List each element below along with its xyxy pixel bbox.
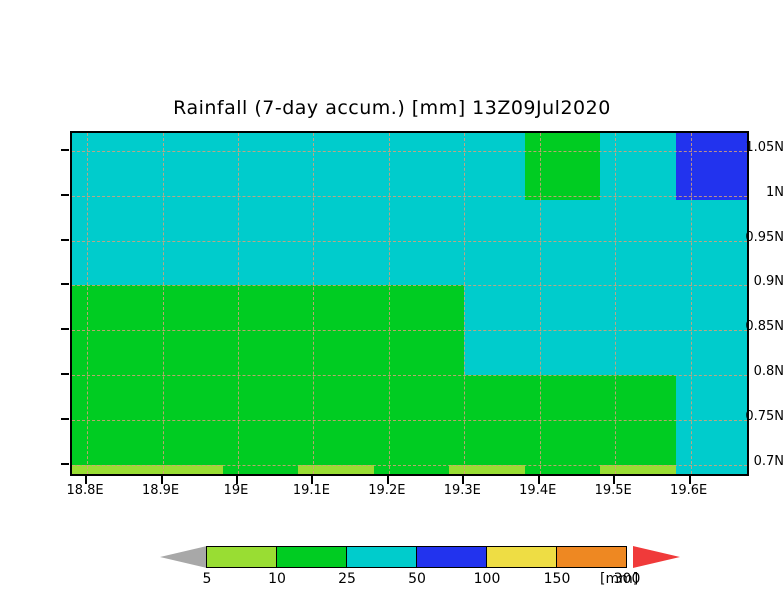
chart-title: Rainfall (7-day accum.) [mm] 13Z09Jul202… [173, 97, 611, 119]
y-tick-mark [61, 328, 69, 331]
heatmap-region [298, 464, 374, 474]
gridline-horizontal [72, 374, 747, 377]
y-tick-mark [61, 462, 69, 465]
gridline-horizontal [72, 240, 747, 243]
colorbar-tick-label: 50 [408, 571, 426, 587]
gridline-vertical [313, 133, 315, 474]
colorbar-segment [276, 546, 347, 568]
heatmap-canvas [72, 133, 747, 474]
colorbar-cap-low [160, 546, 207, 568]
x-tick-mark [85, 476, 88, 484]
gridline-vertical [162, 133, 165, 474]
y-tick-mark [61, 238, 69, 241]
x-tick-label: 19E [223, 483, 249, 498]
x-tick-label: 19.1E [292, 483, 330, 498]
gridline-horizontal [72, 195, 747, 198]
heatmap-region [675, 133, 747, 201]
heatmap-region [72, 464, 223, 474]
x-tick-mark [688, 476, 691, 484]
colorbar-tick-label: 100 [473, 571, 501, 587]
colorbar-segment [486, 546, 557, 568]
y-tick-label: 0.75N [745, 408, 784, 424]
gridline-horizontal [72, 419, 747, 422]
heatmap-region [449, 464, 525, 474]
gridline-vertical [615, 133, 617, 474]
colorbar-tick-label: 25 [338, 571, 356, 587]
gridline-vertical [237, 133, 240, 474]
colorbar-tick-label: 5 [202, 571, 212, 587]
x-tick-label: 19.4E [519, 483, 557, 498]
x-tick-mark [462, 476, 465, 484]
colorbar-segment [206, 546, 277, 568]
colorbar-units-label: [mm] [600, 571, 639, 587]
y-tick-label: 0.7N [753, 453, 784, 469]
x-tick-mark [311, 476, 314, 484]
x-tick-mark [160, 476, 163, 484]
x-tick-label: 19.3E [443, 483, 481, 498]
x-tick-label: 18.8E [66, 483, 104, 498]
colorbar: [mm] 5 10 25 50 100 150 300 [0, 538, 784, 598]
colorbar-segments [206, 546, 627, 568]
y-tick-label: 0.85N [745, 319, 784, 335]
x-tick-label: 18.9E [141, 483, 180, 498]
y-tick-label: 0.95N [745, 229, 784, 245]
y-tick-mark [61, 283, 69, 286]
gridline-vertical [388, 133, 391, 474]
x-tick-mark [537, 476, 540, 484]
colorbar-segment [416, 546, 487, 568]
gridline-horizontal [72, 150, 747, 153]
colorbar-tick-label: 300 [613, 571, 641, 587]
x-tick-label: 19.2E [368, 483, 406, 498]
heatmap-region [72, 285, 465, 474]
x-tick-label: 19.5E [594, 483, 632, 498]
colorbar-segment [346, 546, 417, 568]
gridline-horizontal [72, 285, 747, 287]
colorbar-tick-label: 150 [543, 571, 571, 587]
gridline-horizontal [72, 330, 747, 332]
heatmap-region [524, 133, 601, 201]
gridline-vertical [87, 133, 89, 474]
x-tick-mark [235, 476, 238, 484]
y-tick-label: 1.05N [745, 139, 784, 155]
y-tick-mark [61, 148, 69, 151]
colorbar-cap-high [633, 546, 680, 568]
gridline-vertical [539, 133, 542, 474]
x-tick-mark [613, 476, 616, 484]
y-tick-mark [61, 417, 69, 420]
y-tick-label: 0.8N [753, 363, 784, 379]
y-tick-mark [61, 372, 69, 375]
gridline-horizontal [72, 464, 747, 467]
x-tick-label: 19.6E [670, 483, 708, 498]
y-tick-mark [61, 193, 69, 196]
plot-area [70, 131, 749, 476]
x-tick-mark [386, 476, 389, 484]
colorbar-tick-label: 10 [268, 571, 286, 587]
y-tick-label: 0.9N [753, 274, 784, 290]
heatmap-region [600, 464, 676, 474]
gridline-vertical [464, 133, 466, 474]
gridline-vertical [690, 133, 693, 474]
y-tick-label: 1N [766, 184, 784, 200]
colorbar-segment [556, 546, 627, 568]
heatmap-region [464, 374, 676, 474]
